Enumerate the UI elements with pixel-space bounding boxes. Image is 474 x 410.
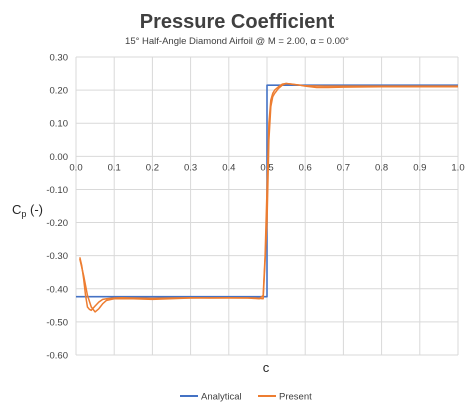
series-line <box>79 82 458 313</box>
y-axis-label: Cp (-) <box>12 202 43 219</box>
y-tick-label: -0.30 <box>46 251 68 262</box>
y-tick-label: 0.00 <box>50 152 69 163</box>
legend-label: Analytical <box>201 392 242 403</box>
legend: Analytical Present <box>180 392 312 403</box>
series-line <box>79 82 458 312</box>
y-tick-label: -0.10 <box>46 185 68 196</box>
x-tick-label: 0.1 <box>108 162 121 173</box>
x-tick-label: 0.0 <box>69 162 82 173</box>
x-axis-label: c <box>263 360 270 375</box>
x-tick-label: 0.9 <box>413 162 426 173</box>
y-tick-label: -0.60 <box>46 351 68 362</box>
y-tick-labels: 0.30 0.20 0.10 0.00 -0.10 -0.20 -0.30 -0.40 -0.5… <box>46 53 68 362</box>
y-tick-label: -0.20 <box>46 218 68 229</box>
x-tick-label: 0.3 <box>184 162 197 173</box>
chart-title: Pressure Coefficient <box>140 11 335 33</box>
y-tick-label: -0.50 <box>46 317 68 328</box>
x-tick-label: 0.6 <box>299 162 312 173</box>
x-tick-label: 0.2 <box>146 162 159 173</box>
series-lines <box>76 82 458 313</box>
x-tick-label: 0.7 <box>337 162 350 173</box>
chart-subtitle: 15° Half-Angle Diamond Airfoil @ M = 2.0… <box>125 36 349 47</box>
y-tick-label: -0.40 <box>46 284 68 295</box>
y-tick-label: 0.30 <box>50 53 69 64</box>
x-tick-label: 1.0 <box>451 162 464 173</box>
x-tick-label: 0.4 <box>222 162 235 173</box>
y-tick-label: 0.20 <box>50 86 69 97</box>
y-tick-label: 0.10 <box>50 119 69 130</box>
x-tick-label: 0.8 <box>375 162 388 173</box>
legend-label: Present <box>279 392 312 403</box>
